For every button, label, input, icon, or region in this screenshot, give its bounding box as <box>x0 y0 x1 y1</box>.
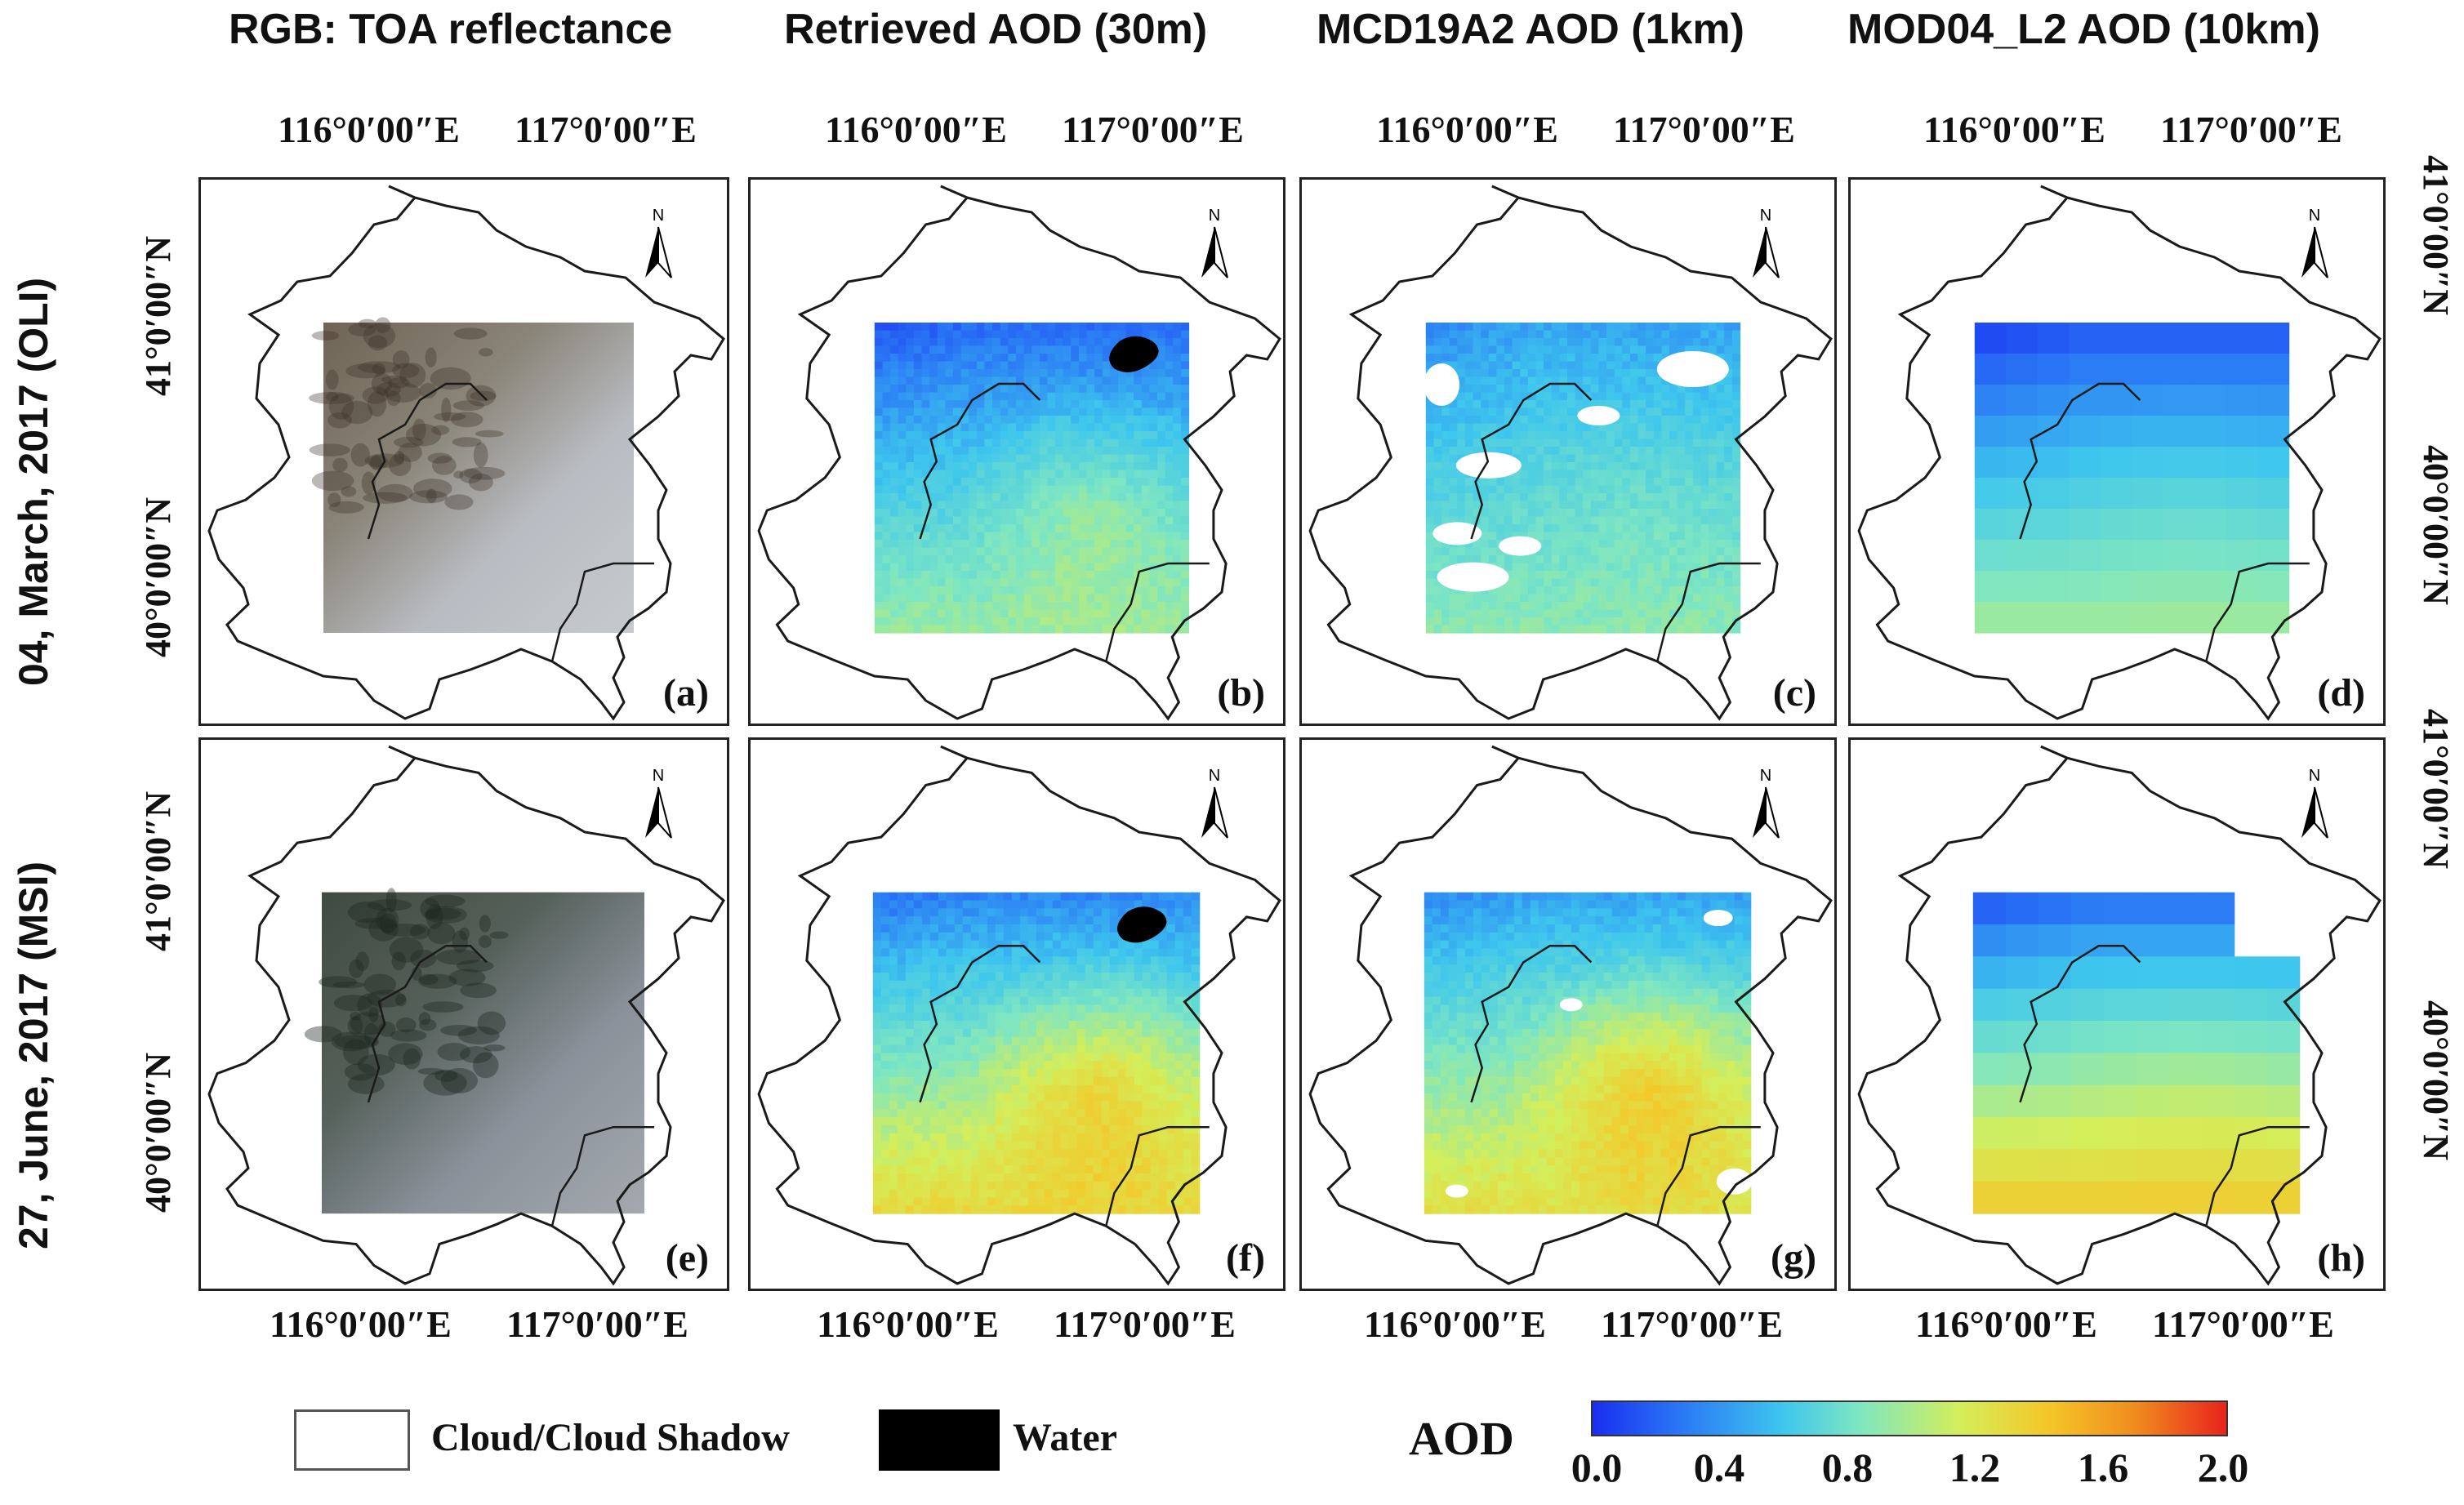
north-arrow-letter: N <box>1760 207 1771 225</box>
colorbar-title: AOD <box>1409 1411 1514 1466</box>
cloud-legend-label: Cloud/Cloud Shadow <box>431 1415 790 1460</box>
lon-label-bottom: 117°0′00″E <box>506 1302 688 1346</box>
panel-label-d: (d) <box>2317 670 2365 715</box>
column-title-mcd19a2: MCD19A2 AOD (1km) <box>1317 5 1744 54</box>
column-title-retrieved-aod: Retrieved AOD (30m) <box>784 5 1207 54</box>
lat-label-right: 41°0′00″N <box>2415 155 2457 315</box>
aod-raster-layer <box>1975 323 2289 634</box>
lon-label-top: 117°0′00″E <box>1062 108 1244 151</box>
row-title-oli: 04, March, 2017 (OLI) <box>10 278 57 686</box>
map-panel-d: N (d) <box>1848 177 2386 726</box>
cloud-mask <box>1424 363 1459 406</box>
lat-label-left: 41°0′00″N <box>137 236 179 396</box>
lon-label-top: 116°0′00″E <box>825 108 1007 151</box>
north-arrow-letter: N <box>2309 767 2320 785</box>
cloud-mask <box>1437 563 1509 592</box>
lat-label-right: 41°0′00″N <box>2415 709 2457 869</box>
water-legend-swatch <box>879 1409 1000 1471</box>
map-panel-e: N (e) <box>198 737 729 1291</box>
map-panel-a: N (a) <box>198 177 729 726</box>
north-arrow-icon: N <box>1753 207 1779 278</box>
lon-label-top: 116°0′00″E <box>1923 108 2105 151</box>
rgb-image-layer <box>305 888 644 1213</box>
map-panel-b: N (b) <box>748 177 1285 726</box>
north-arrow-icon: N <box>1201 767 1228 838</box>
lat-label-right: 40°0′00″N <box>2415 1000 2457 1160</box>
panel-label-c: (c) <box>1773 670 1816 715</box>
colorbar-tick: 1.2 <box>1949 1444 2001 1491</box>
water-legend-label: Water <box>1013 1415 1117 1460</box>
panel-label-b: (b) <box>1217 670 1265 715</box>
panel-label-e: (e) <box>666 1236 709 1280</box>
aod-raster-layer <box>1424 323 1740 634</box>
lon-label-bottom: 117°0′00″E <box>1054 1302 1236 1346</box>
lat-label-left: 41°0′00″N <box>137 791 179 951</box>
lon-label-bottom: 117°0′00″E <box>1601 1302 1783 1346</box>
cloud-mask <box>1499 537 1541 556</box>
lat-label-right: 40°0′00″N <box>2415 445 2457 605</box>
map-panel-g: N (g) <box>1299 737 1837 1291</box>
colorbar-tick: 0.4 <box>1694 1444 1745 1491</box>
aod-raster-layer <box>873 893 1201 1214</box>
lon-label-bottom: 117°0′00″E <box>2152 1302 2334 1346</box>
lon-label-top: 117°0′00″E <box>2160 108 2342 151</box>
north-arrow-letter: N <box>2309 207 2320 225</box>
column-title-mod04: MOD04_L2 AOD (10km) <box>1847 5 2320 54</box>
row-title-msi: 27, June, 2017 (MSI) <box>10 862 57 1249</box>
column-title-rgb: RGB: TOA reflectance <box>229 5 672 54</box>
aod-raster-layer <box>875 323 1189 634</box>
lon-label-top: 116°0′00″E <box>1376 108 1558 151</box>
lon-label-bottom: 116°0′00″E <box>1915 1302 2097 1346</box>
north-arrow-letter: N <box>1760 767 1771 785</box>
cloud-legend-swatch <box>294 1409 410 1471</box>
cloud-mask <box>1456 452 1522 479</box>
cloud-mask <box>1704 910 1733 926</box>
lon-label-bottom: 116°0′00″E <box>817 1302 999 1346</box>
aod-raster-layer <box>1424 893 1753 1214</box>
cloud-mask <box>1657 351 1729 387</box>
north-arrow-letter: N <box>653 207 664 225</box>
colorbar-tick: 1.6 <box>2078 1444 2129 1491</box>
lat-label-left: 40°0′00″N <box>137 1053 179 1213</box>
panel-label-a: (a) <box>663 670 709 715</box>
north-arrow-letter: N <box>653 767 664 785</box>
colorbar-tick: 0.0 <box>1571 1444 1623 1491</box>
cloud-mask <box>1577 406 1620 425</box>
colorbar-tick: 2.0 <box>2198 1444 2249 1491</box>
lon-label-top: 117°0′00″E <box>515 108 697 151</box>
lon-label-top: 116°0′00″E <box>278 108 460 151</box>
north-arrow-icon: N <box>2301 767 2328 838</box>
cloud-mask <box>1446 1185 1468 1198</box>
north-arrow-icon: N <box>645 207 671 278</box>
colorbar-tick: 0.8 <box>1822 1444 1874 1491</box>
lon-label-bottom: 116°0′00″E <box>1364 1302 1546 1346</box>
cloud-mask <box>1560 998 1583 1011</box>
aod-colorbar <box>1591 1400 2228 1436</box>
north-arrow-icon: N <box>645 767 671 838</box>
lon-label-bottom: 116°0′00″E <box>270 1302 452 1346</box>
north-arrow-icon: N <box>1753 767 1779 838</box>
north-arrow-letter: N <box>1209 207 1220 225</box>
map-panel-c: N (c) <box>1299 177 1837 726</box>
aod-raster-layer <box>1973 893 2301 1214</box>
map-panel-f: N (f) <box>748 737 1285 1291</box>
north-arrow-icon: N <box>2301 207 2328 278</box>
north-arrow-letter: N <box>1209 767 1220 785</box>
map-panel-h: N (h) <box>1848 737 2386 1291</box>
panel-label-h: (h) <box>2317 1236 2365 1280</box>
lon-label-top: 117°0′00″E <box>1613 108 1795 151</box>
lat-label-left: 40°0′00″N <box>137 497 179 657</box>
rgb-image-layer <box>309 317 634 633</box>
north-arrow-icon: N <box>1201 207 1228 278</box>
panel-label-f: (f) <box>1226 1236 1265 1280</box>
cloud-mask <box>1717 1169 1753 1195</box>
cloud-mask <box>1433 522 1482 545</box>
panel-label-g: (g) <box>1771 1236 1816 1280</box>
